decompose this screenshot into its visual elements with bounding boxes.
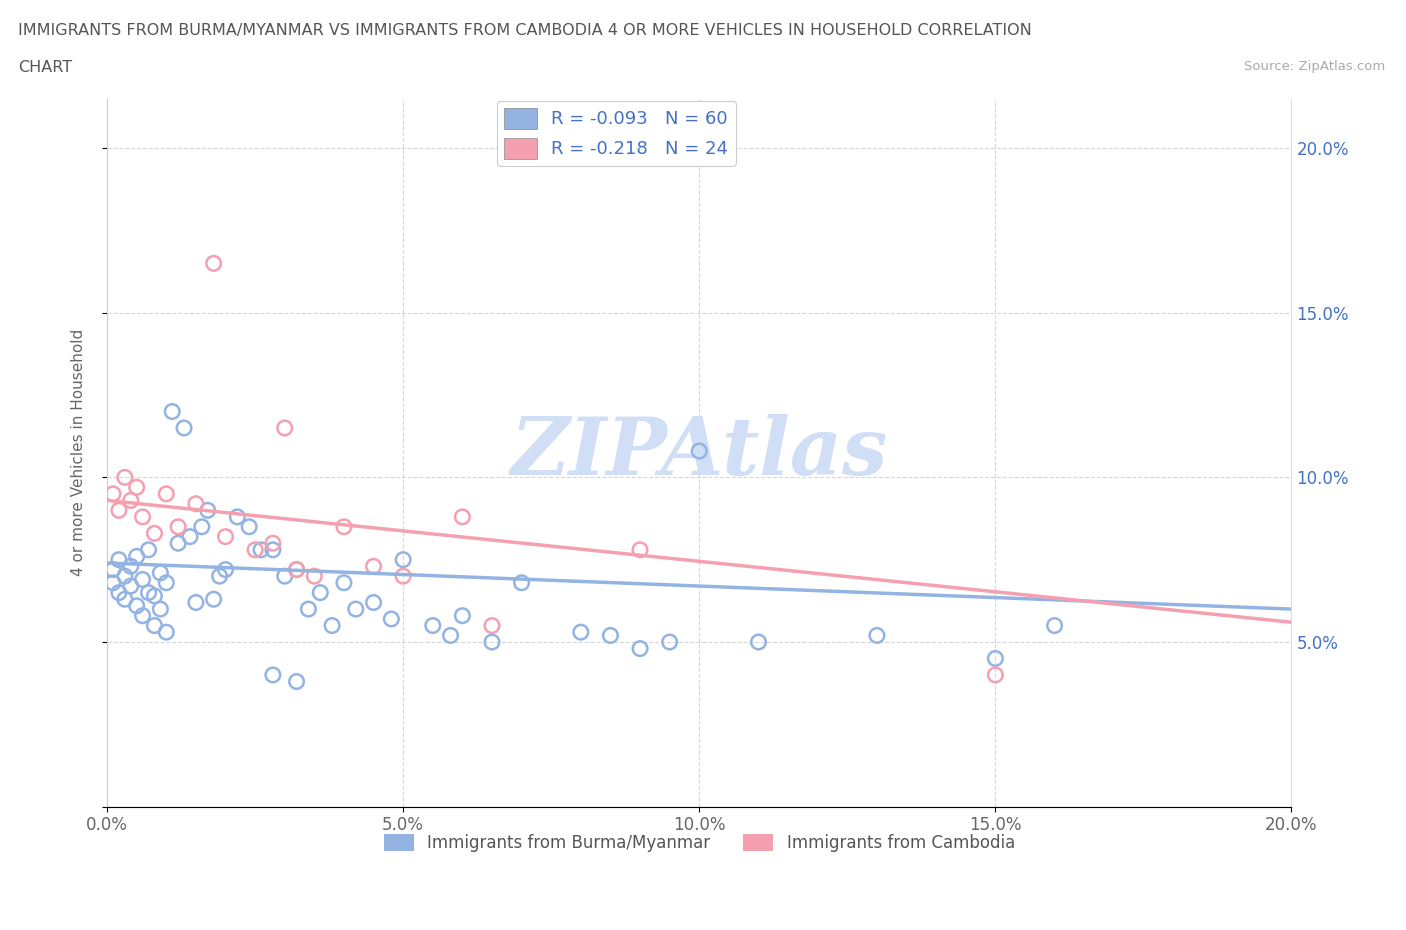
Immigrants from Cambodia [131,510,153,525]
Immigrants from Burma/Myanmar [569,625,592,640]
Immigrants from Burma/Myanmar [184,595,207,610]
Immigrants from Burma/Myanmar [439,628,461,643]
Immigrants from Cambodia [108,503,131,518]
Immigrants from Burma/Myanmar [297,602,319,617]
Text: CHART: CHART [18,60,72,75]
Immigrants from Burma/Myanmar [363,595,385,610]
Immigrants from Burma/Myanmar [108,552,131,567]
Immigrants from Burma/Myanmar [131,572,153,587]
Immigrants from Burma/Myanmar [984,651,1007,666]
Legend: Immigrants from Burma/Myanmar, Immigrants from Cambodia: Immigrants from Burma/Myanmar, Immigrant… [377,827,1022,858]
Immigrants from Burma/Myanmar [149,602,172,617]
Immigrants from Burma/Myanmar [481,634,503,649]
Immigrants from Burma/Myanmar [120,559,142,574]
Immigrants from Burma/Myanmar [191,519,214,534]
Immigrants from Burma/Myanmar [321,618,343,633]
Immigrants from Burma/Myanmar [628,641,651,656]
Immigrants from Burma/Myanmar [688,444,710,458]
Immigrants from Burma/Myanmar [238,519,260,534]
Immigrants from Burma/Myanmar [599,628,621,643]
Immigrants from Cambodia [363,559,385,574]
Immigrants from Burma/Myanmar [333,576,356,591]
Immigrants from Cambodia [167,519,190,534]
Immigrants from Burma/Myanmar [392,552,415,567]
Immigrants from Cambodia [202,256,225,271]
Immigrants from Burma/Myanmar [274,569,297,584]
Text: IMMIGRANTS FROM BURMA/MYANMAR VS IMMIGRANTS FROM CAMBODIA 4 OR MORE VEHICLES IN : IMMIGRANTS FROM BURMA/MYANMAR VS IMMIGRA… [18,23,1032,38]
Immigrants from Cambodia [481,618,503,633]
Immigrants from Burma/Myanmar [179,529,201,544]
Immigrants from Burma/Myanmar [149,565,172,580]
Immigrants from Burma/Myanmar [309,585,332,600]
Immigrants from Burma/Myanmar [451,608,474,623]
Immigrants from Burma/Myanmar [101,562,124,577]
Immigrants from Burma/Myanmar [226,510,249,525]
Text: ZIPAtlas: ZIPAtlas [510,414,889,491]
Immigrants from Cambodia [184,497,207,512]
Immigrants from Cambodia [274,420,297,435]
Immigrants from Cambodia [155,486,177,501]
Immigrants from Burma/Myanmar [173,420,195,435]
Immigrants from Burma/Myanmar [866,628,889,643]
Immigrants from Burma/Myanmar [344,602,367,617]
Immigrants from Burma/Myanmar [262,668,284,683]
Immigrants from Burma/Myanmar [125,598,148,613]
Immigrants from Burma/Myanmar [1043,618,1066,633]
Immigrants from Cambodia [451,510,474,525]
Immigrants from Burma/Myanmar [131,608,153,623]
Immigrants from Burma/Myanmar [101,576,124,591]
Immigrants from Burma/Myanmar [214,562,236,577]
Immigrants from Burma/Myanmar [138,542,160,557]
Immigrants from Burma/Myanmar [262,542,284,557]
Immigrants from Burma/Myanmar [114,591,136,606]
Immigrants from Cambodia [304,569,326,584]
Immigrants from Burma/Myanmar [285,562,308,577]
Immigrants from Cambodia [262,536,284,551]
Immigrants from Cambodia [285,562,308,577]
Immigrants from Burma/Myanmar [120,578,142,593]
Immigrants from Cambodia [984,668,1007,683]
Immigrants from Cambodia [114,470,136,485]
Immigrants from Burma/Myanmar [250,542,273,557]
Text: Source: ZipAtlas.com: Source: ZipAtlas.com [1244,60,1385,73]
Immigrants from Cambodia [333,519,356,534]
Immigrants from Burma/Myanmar [285,674,308,689]
Immigrants from Burma/Myanmar [510,576,533,591]
Immigrants from Cambodia [125,480,148,495]
Immigrants from Burma/Myanmar [202,591,225,606]
Immigrants from Burma/Myanmar [422,618,444,633]
Immigrants from Burma/Myanmar [143,589,166,604]
Immigrants from Cambodia [120,493,142,508]
Y-axis label: 4 or more Vehicles in Household: 4 or more Vehicles in Household [72,329,86,577]
Immigrants from Cambodia [392,569,415,584]
Immigrants from Burma/Myanmar [114,569,136,584]
Immigrants from Burma/Myanmar [167,536,190,551]
Immigrants from Burma/Myanmar [380,612,402,627]
Immigrants from Burma/Myanmar [125,549,148,564]
Immigrants from Burma/Myanmar [160,404,183,418]
Immigrants from Cambodia [243,542,266,557]
Immigrants from Burma/Myanmar [143,618,166,633]
Immigrants from Burma/Myanmar [658,634,681,649]
Immigrants from Burma/Myanmar [197,503,219,518]
Immigrants from Burma/Myanmar [155,576,177,591]
Immigrants from Cambodia [628,542,651,557]
Immigrants from Burma/Myanmar [155,625,177,640]
Immigrants from Burma/Myanmar [108,585,131,600]
Immigrants from Cambodia [101,486,124,501]
Immigrants from Burma/Myanmar [138,585,160,600]
Immigrants from Cambodia [214,529,236,544]
Immigrants from Burma/Myanmar [208,569,231,584]
Immigrants from Cambodia [143,526,166,541]
Immigrants from Burma/Myanmar [747,634,769,649]
